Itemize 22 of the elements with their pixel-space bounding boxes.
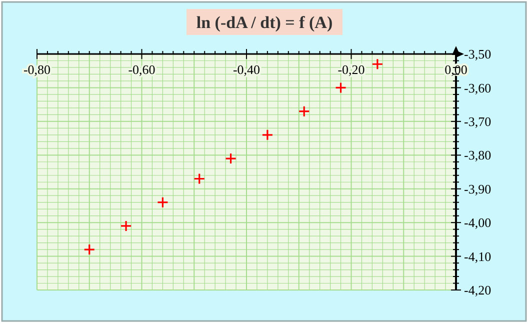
x-tick-label: -0,40 [232, 62, 260, 77]
y-tick-label: -3,80 [464, 148, 492, 163]
x-tick-label: -0,60 [128, 62, 156, 77]
y-tick-label: -4,20 [464, 282, 492, 298]
y-tick-label: -3,90 [464, 181, 492, 196]
point [334, 82, 347, 94]
point [372, 58, 384, 70]
point [84, 244, 96, 256]
y-tick-label: -3,50 [464, 46, 492, 62]
point [262, 129, 274, 141]
chart-title: ln (-dA / dt) = f (A) [196, 13, 333, 32]
point [156, 196, 168, 208]
y-tick-label: -3,60 [464, 80, 492, 96]
point [120, 220, 132, 232]
x-tick-label: -0,80 [23, 62, 51, 77]
point [224, 152, 237, 164]
y-tick-label: -4,10 [464, 248, 492, 264]
y-tick-label: -4,00 [464, 215, 492, 230]
point [298, 106, 310, 118]
point [194, 172, 206, 185]
y-tick-label: -3,70 [464, 114, 492, 129]
x-tick-label: -0,20 [338, 62, 365, 77]
